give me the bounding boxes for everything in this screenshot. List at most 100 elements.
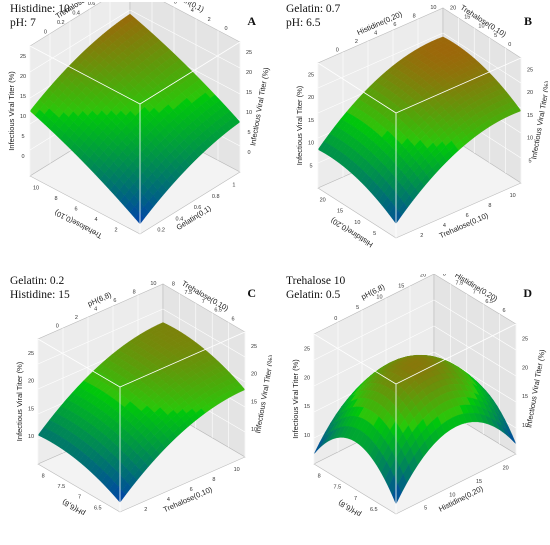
surface-plot-b: 2 4 6 8 10 5 10 15 20 5 10 15 20 25 0 2 4 6 8 10 0 5 10 15 20 5 10…	[295, 3, 548, 250]
x-tick-label: 6	[190, 487, 193, 493]
grid-line	[442, 32, 522, 84]
x-tick-label: 6	[466, 213, 469, 219]
back-z-tick-label: 10	[304, 433, 310, 439]
z-axis-label: Infectious Viral Titer (%)	[524, 348, 547, 428]
z-tick-label: 5	[247, 130, 250, 136]
surface-cell	[116, 490, 126, 503]
back-z-tick-label: 15	[20, 94, 26, 100]
back-z-tick-label: 25	[28, 351, 34, 357]
x-tick-label: 4	[443, 223, 446, 229]
top-y-tick-label: 20	[450, 6, 456, 12]
box-edge	[313, 333, 397, 385]
top-x-tick-label: 0.2	[57, 20, 65, 26]
y-tick-label: 10	[33, 185, 39, 191]
x-tick-label: 15	[476, 479, 482, 485]
box-edge	[119, 331, 246, 388]
top-y-tick-label: 10	[478, 24, 484, 30]
grid-line	[433, 299, 517, 351]
y-tick-label: 4	[94, 217, 97, 223]
y-axis-label: pH(6,8)	[60, 497, 87, 518]
x-tick-label: 10	[510, 193, 516, 199]
z-tick-label: 15	[251, 399, 257, 405]
tick-labels: 5 10 15 20 6.5 7 7.5 8 10 15 20 25 0 5 10 15 20 6 6.5 7 7.5 8…	[304, 274, 528, 513]
top-x-tick-label: 0.6	[88, 2, 96, 7]
fixed-factors-d: Trehalose 10 Gelatin: 0.5	[286, 274, 345, 302]
top-x-tick-label: 2	[355, 39, 358, 45]
fixed-factors-b: Gelatin: 0.7 pH: 6.5	[286, 2, 340, 30]
back-z-axis-label: Infectious Viral Titer (%)	[15, 361, 24, 441]
back-z-axis-label: Infectious Viral Titer (%)	[7, 71, 16, 151]
top-x-tick-label: 2	[75, 315, 78, 321]
z-tick-label: 10	[251, 427, 257, 433]
fixed-factors-a: Histidine: 10 pH: 7	[10, 2, 70, 30]
tick-labels: 0.20.40.60.81246810051015202500.20.40.60…	[20, 2, 252, 234]
surface-plot-d: 5 10 15 20 6.5 7 7.5 8 10 15 20 25 0 5 10 15 20 6 6.5 7 7.5 8…	[291, 274, 547, 519]
x-tick-label: 8	[488, 203, 491, 209]
y-tick-label: 20	[320, 198, 326, 204]
grid-line	[313, 325, 435, 387]
back-z-axis-label: Infectious Viral Titer (%)	[295, 85, 304, 165]
front-frame	[313, 323, 517, 514]
back-z-tick-label: 15	[304, 404, 310, 410]
box-edge	[139, 41, 241, 105]
top-x-tick-label: 4	[94, 307, 97, 313]
response-surface	[37, 322, 246, 503]
box-edge	[37, 338, 121, 388]
top-y-tick-label: 7	[202, 299, 205, 305]
z-tick-label: 20	[246, 70, 252, 76]
z-tick-label: 25	[522, 336, 528, 342]
z-tick-label: 25	[527, 67, 533, 73]
front-frame	[317, 57, 522, 238]
z-tick-label: 20	[527, 90, 533, 96]
y-axis-label: Histidine(0,20)	[329, 215, 375, 249]
box-edge	[395, 57, 522, 114]
response-surface	[29, 13, 241, 225]
x-tick-label: 1	[232, 183, 235, 189]
z-tick-label: 0	[247, 150, 250, 156]
panel-b: Gelatin: 0.7 pH: 6.5 B 2 4 6 8 10 5 10 15 20 5 10 1…	[278, 2, 548, 269]
top-y-axis-label: pH(6,8)	[86, 290, 113, 309]
panel-d: Trehalose 10 Gelatin: 0.5 D 5 10 15 20 6.5 7 7…	[278, 274, 548, 541]
z-tick-label: 20	[251, 372, 257, 378]
top-x-tick-label: 8	[413, 14, 416, 20]
top-x-tick-label: 10	[150, 281, 156, 287]
top-x-tick-label: 6	[113, 298, 116, 304]
top-y-tick-label: 6	[232, 316, 235, 322]
front-frame	[37, 331, 246, 512]
panel-letter: A	[247, 14, 256, 28]
top-x-tick-label: 15	[398, 283, 404, 289]
x-tick-label: 10	[449, 492, 455, 498]
x-tick-label: 5	[424, 506, 427, 512]
y-tick-label: 5	[373, 231, 376, 237]
y-axis-label: Trehalose(0,10)	[53, 208, 104, 241]
x-tick-label: 0.8	[212, 194, 220, 200]
x-tick-label: 0.4	[176, 216, 184, 222]
back-z-tick-label: 25	[308, 72, 314, 78]
fixed-line: Gelatin: 0.2	[10, 275, 65, 287]
fixed-factors-c: Gelatin: 0.2 Histidine: 15	[10, 274, 70, 302]
grid-line	[317, 32, 444, 89]
y-tick-label: 8	[54, 196, 57, 202]
top-y-tick-label: 6.5	[214, 308, 222, 314]
z-tick-label: 25	[251, 344, 257, 350]
z-tick-label: 15	[246, 90, 252, 96]
z-axis-label: Infectious Viral Titer (%)	[248, 66, 271, 146]
top-y-tick-label: 15	[464, 15, 470, 21]
y-tick-label: 7.5	[334, 485, 342, 491]
grid-line	[29, 9, 131, 73]
top-x-tick-label: 0	[336, 48, 339, 54]
top-x-tick-label: 10	[376, 294, 382, 300]
back-z-tick-label: 15	[28, 406, 34, 412]
top-x-tick-label: 20	[420, 274, 426, 278]
x-tick-label: 2	[144, 507, 147, 513]
back-z-tick-label: 5	[21, 134, 24, 140]
top-y-tick-label: 0	[225, 26, 228, 32]
fixed-line: Gelatin: 0.7	[286, 3, 341, 15]
grid-line	[433, 325, 517, 377]
panel-letter: D	[523, 286, 532, 300]
back-z-tick-label: 0	[21, 154, 24, 160]
grid-line	[129, 9, 241, 69]
back-z-tick-label: 20	[308, 95, 314, 101]
x-tick-label: 0.6	[194, 205, 202, 211]
fixed-line: pH: 7	[10, 17, 36, 29]
